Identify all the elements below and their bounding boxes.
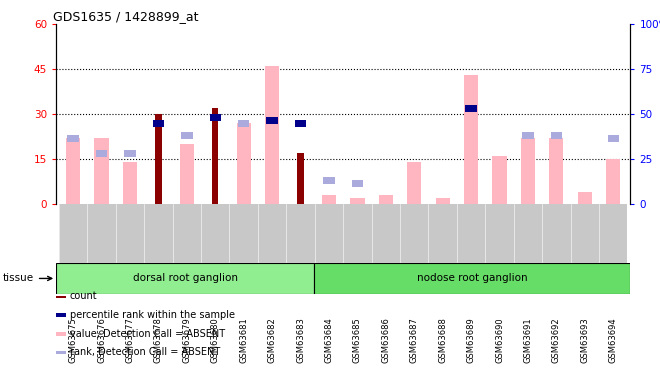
Text: count: count bbox=[70, 291, 98, 301]
Text: rank, Detection Call = ABSENT: rank, Detection Call = ABSENT bbox=[70, 348, 220, 357]
Bar bbox=[352, 180, 363, 187]
Bar bbox=[315, 262, 630, 294]
Bar bbox=[315, 204, 343, 262]
Bar bbox=[56, 351, 67, 354]
Bar bbox=[464, 75, 478, 204]
Bar bbox=[513, 204, 542, 262]
Bar bbox=[379, 195, 393, 204]
Bar bbox=[522, 132, 534, 139]
Bar bbox=[56, 332, 67, 336]
Bar bbox=[372, 204, 400, 262]
Bar bbox=[599, 204, 628, 262]
Bar bbox=[606, 159, 620, 204]
Bar bbox=[350, 198, 364, 204]
Bar bbox=[115, 204, 145, 262]
Bar bbox=[407, 162, 421, 204]
Bar bbox=[56, 262, 315, 294]
Bar bbox=[123, 162, 137, 204]
Bar bbox=[295, 120, 306, 127]
Bar bbox=[265, 66, 279, 204]
Text: nodose root ganglion: nodose root ganglion bbox=[417, 273, 528, 284]
Bar bbox=[96, 150, 108, 157]
Bar bbox=[238, 120, 249, 127]
Bar bbox=[436, 198, 450, 204]
Bar bbox=[236, 123, 251, 204]
Bar bbox=[182, 132, 193, 139]
Text: value, Detection Call = ABSENT: value, Detection Call = ABSENT bbox=[70, 329, 225, 339]
Bar bbox=[258, 204, 286, 262]
Bar bbox=[322, 195, 336, 204]
Bar bbox=[230, 204, 258, 262]
Bar bbox=[428, 204, 457, 262]
Bar bbox=[286, 204, 315, 262]
Bar bbox=[578, 192, 592, 204]
Bar bbox=[212, 108, 218, 204]
Bar bbox=[66, 138, 81, 204]
Bar bbox=[145, 204, 173, 262]
Bar bbox=[210, 114, 221, 121]
Bar bbox=[56, 294, 67, 298]
Text: percentile rank within the sample: percentile rank within the sample bbox=[70, 310, 235, 320]
Bar bbox=[298, 153, 304, 204]
Bar bbox=[180, 144, 194, 204]
Bar bbox=[94, 138, 109, 204]
Text: tissue: tissue bbox=[3, 273, 51, 284]
Bar bbox=[542, 204, 571, 262]
Bar bbox=[550, 132, 562, 139]
Bar bbox=[400, 204, 428, 262]
Bar bbox=[152, 120, 164, 127]
Bar bbox=[59, 204, 87, 262]
Bar bbox=[201, 204, 230, 262]
Text: dorsal root ganglion: dorsal root ganglion bbox=[133, 273, 238, 284]
Bar bbox=[571, 204, 599, 262]
Bar bbox=[457, 204, 485, 262]
Bar bbox=[549, 138, 564, 204]
Bar bbox=[267, 117, 278, 124]
Bar bbox=[608, 135, 619, 142]
Bar bbox=[124, 150, 136, 157]
Bar bbox=[465, 105, 477, 112]
Bar bbox=[343, 204, 372, 262]
Bar bbox=[87, 204, 116, 262]
Bar bbox=[173, 204, 201, 262]
Bar bbox=[67, 135, 79, 142]
Bar bbox=[521, 138, 535, 204]
Bar bbox=[56, 313, 67, 317]
Bar bbox=[492, 156, 507, 204]
Text: GDS1635 / 1428899_at: GDS1635 / 1428899_at bbox=[53, 10, 199, 23]
Bar bbox=[485, 204, 513, 262]
Bar bbox=[323, 177, 335, 184]
Bar bbox=[155, 114, 162, 204]
